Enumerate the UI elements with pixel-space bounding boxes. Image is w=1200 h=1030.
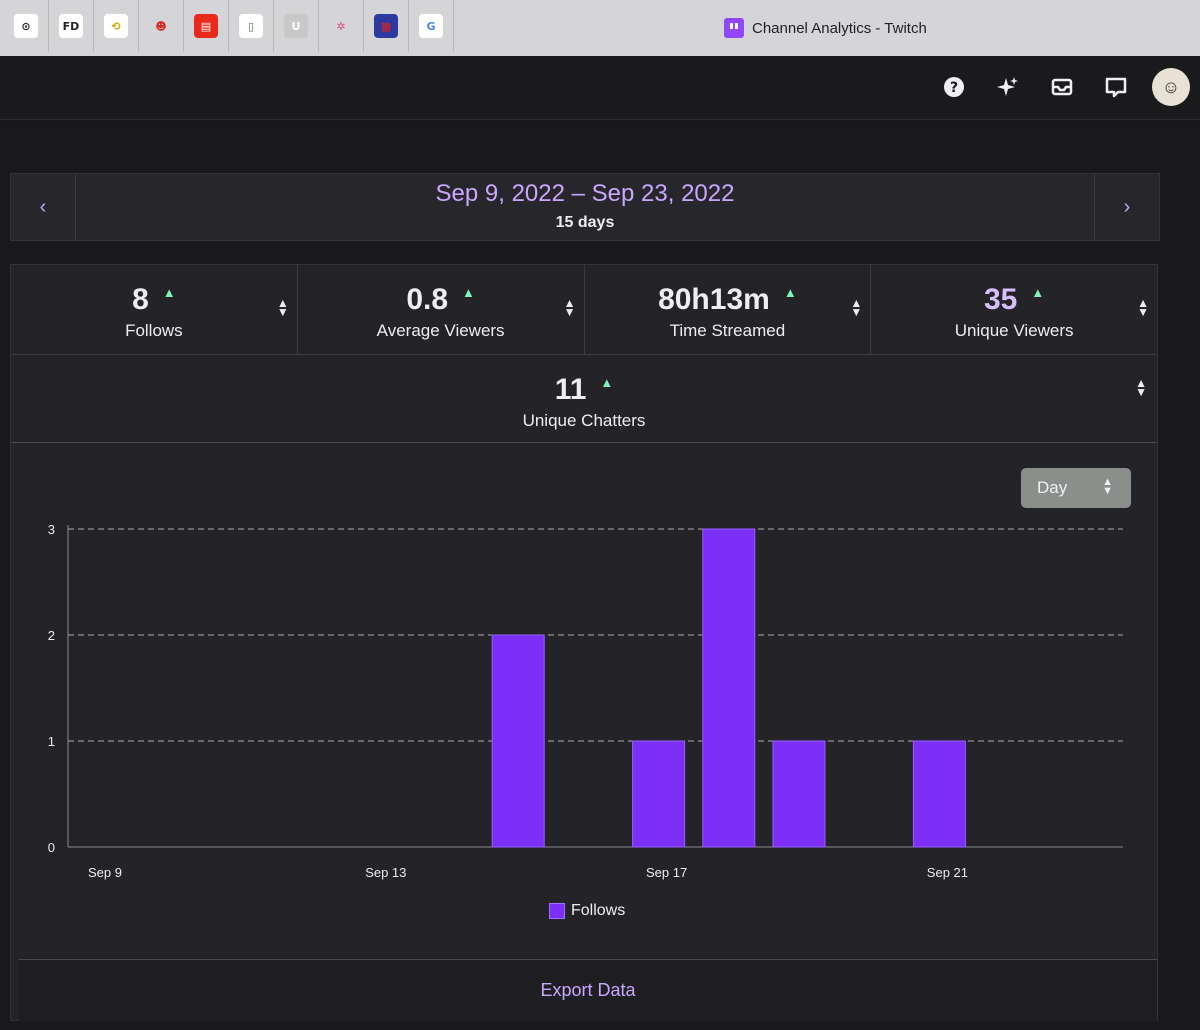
- metrics-panel: 8 ▲ Follows ▲ ▼ 0.8 ▲ Average Viewers ▲ ▼ 80…: [10, 264, 1158, 1021]
- sort-icon: ▲ ▼: [850, 296, 863, 319]
- stats-row: 8 ▲ Follows ▲ ▼ 0.8 ▲ Average Viewers ▲ ▼ 80…: [11, 265, 1157, 355]
- export-label: Export Data: [540, 980, 636, 1000]
- date-range-display: Sep 9, 2022 – Sep 23, 2022 15 days: [76, 174, 1094, 240]
- x-tick-label: Sep 21: [927, 865, 968, 880]
- google-icon: G: [419, 14, 443, 38]
- chevron-right-icon: ›: [1123, 195, 1131, 218]
- stat-value: 11: [554, 373, 587, 406]
- pinwheel-icon: ✲: [329, 14, 353, 38]
- user-avatar[interactable]: ☺: [1152, 68, 1190, 106]
- twitch-favicon-icon: [724, 18, 744, 38]
- stat-average-viewers[interactable]: 0.8 ▲ Average Viewers ▲ ▼: [298, 265, 585, 354]
- stat-label: Unique Viewers: [954, 321, 1074, 340]
- pinned-tab[interactable]: FD: [49, 0, 94, 52]
- y-tick-label: 1: [48, 734, 55, 749]
- x-tick-label: Sep 9: [88, 865, 122, 880]
- y-tick-label: 2: [48, 628, 55, 643]
- legend-swatch: [549, 903, 565, 919]
- trend-up-icon: ▲: [462, 285, 475, 300]
- stat-label: Follows: [125, 321, 183, 340]
- chart-legend[interactable]: Follows: [549, 902, 625, 920]
- x-tick-label: Sep 13: [365, 865, 406, 880]
- y-tick-label: 3: [48, 522, 55, 537]
- svg-text:?: ?: [950, 80, 958, 96]
- legend-label: Follows: [571, 902, 626, 919]
- granularity-select[interactable]: Day ▲ ▼: [1021, 468, 1131, 508]
- inbox-icon[interactable]: [1044, 69, 1080, 105]
- whispers-icon[interactable]: [1098, 69, 1134, 105]
- trend-up-icon: ▲: [1031, 285, 1045, 300]
- bar-sep-21: [912, 740, 966, 848]
- granularity-value: Day: [1037, 478, 1068, 497]
- date-range-text: Sep 9, 2022 – Sep 23, 2022: [435, 180, 735, 207]
- export-data-button[interactable]: Export Data: [19, 959, 1157, 1021]
- trend-up-icon: ▲: [783, 285, 797, 300]
- stat-value: 0.8: [406, 283, 449, 316]
- tab-title: Channel Analytics - Twitch: [752, 19, 927, 37]
- pinned-tab[interactable]: ▯: [229, 0, 274, 52]
- bar-sep-19: [772, 740, 826, 848]
- sparkle-icon[interactable]: [990, 69, 1026, 105]
- stat-label: Average Viewers: [376, 321, 505, 340]
- top-nav: ? ☺: [0, 56, 1200, 120]
- stat-label: Time Streamed: [669, 321, 786, 340]
- stat-value: 8: [132, 283, 149, 316]
- active-browser-tab[interactable]: Channel Analytics - Twitch: [724, 2, 927, 54]
- fd-icon: FD: [59, 14, 83, 38]
- pinned-tab[interactable]: ▤: [184, 0, 229, 52]
- bar-sep-17: [632, 740, 686, 848]
- trend-up-icon: ▲: [162, 285, 176, 300]
- stat-value: 35: [984, 283, 1018, 316]
- select-chevron-icon: ▲ ▼: [1102, 476, 1113, 497]
- sort-icon: ▲ ▼: [1137, 296, 1149, 319]
- x-tick-label: Sep 17: [646, 865, 687, 880]
- date-days-count: 15 days: [555, 214, 615, 231]
- trend-up-icon: ▲: [600, 375, 614, 390]
- pinned-tab[interactable]: ✲: [319, 0, 364, 52]
- browser-tab-bar: ⊙ FD ⟲ ☻ ▤ ▯ U ✲ ▦ G Channel Analytics - Twitch: [0, 0, 1200, 56]
- bar-sep-15: [491, 634, 545, 848]
- chevron-left-icon: ‹: [39, 195, 47, 218]
- sort-icon: ▲ ▼: [276, 296, 289, 319]
- analytics-main: ‹ Sep 9, 2022 – Sep 23, 2022 15 days › 8…: [0, 121, 1200, 1030]
- flag-icon: ▦: [374, 14, 398, 38]
- help-icon[interactable]: ?: [936, 69, 972, 105]
- stat-unique-chatters[interactable]: 11 ▲ Unique Chatters ▲ ▼: [11, 355, 1157, 443]
- u-icon: U: [284, 14, 308, 38]
- pinned-tab[interactable]: ⊙: [4, 0, 49, 52]
- stat-value: 80h13m: [658, 283, 770, 316]
- pinned-tabs: ⊙ FD ⟲ ☻ ▤ ▯ U ✲ ▦ G: [4, 0, 454, 52]
- pinned-tab[interactable]: ⟲: [94, 0, 139, 52]
- red-card-icon: ▤: [194, 14, 218, 38]
- stat-label: Unique Chatters: [522, 411, 646, 430]
- pinned-tab[interactable]: ▦: [364, 0, 409, 52]
- date-range-selector: ‹ Sep 9, 2022 – Sep 23, 2022 15 days ›: [10, 173, 1160, 241]
- sort-icon: ▲ ▼: [1135, 376, 1147, 399]
- mascot-icon: ☻: [149, 14, 173, 38]
- pinned-tab[interactable]: ☻: [139, 0, 184, 52]
- bar-sep-18: [702, 528, 756, 848]
- pinned-tab[interactable]: U: [274, 0, 319, 52]
- stat-follows[interactable]: 8 ▲ Follows ▲ ▼: [11, 265, 298, 354]
- follows-bar-chart: 0 1 2 3 Sep 9 Sep 13 Sep 17 Sep 21: [48, 522, 1123, 880]
- stat-time-streamed[interactable]: 80h13m ▲ Time Streamed ▲ ▼: [585, 265, 872, 354]
- cursor-app-icon: ⊙: [14, 14, 38, 38]
- stat-unique-viewers[interactable]: 35 ▲ Unique Viewers ▲ ▼: [871, 265, 1157, 354]
- previous-period-button[interactable]: ‹: [11, 174, 76, 240]
- y-tick-label: 0: [48, 840, 55, 855]
- next-period-button[interactable]: ›: [1094, 174, 1159, 240]
- swirl-icon: ⟲: [104, 14, 128, 38]
- pinned-tab[interactable]: G: [409, 0, 454, 52]
- sort-icon: ▲ ▼: [563, 296, 576, 319]
- book-icon: ▯: [239, 14, 263, 38]
